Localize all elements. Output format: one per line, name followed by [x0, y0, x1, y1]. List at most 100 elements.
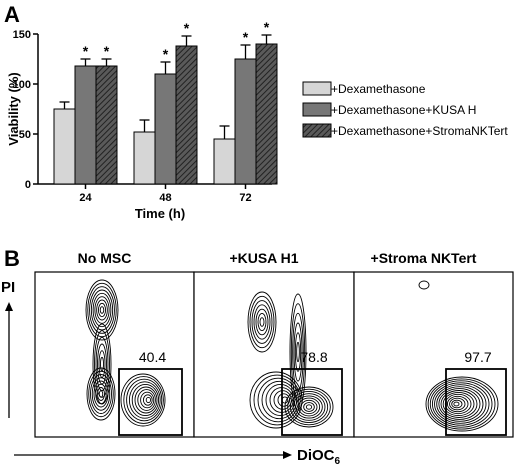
- contour-line: [253, 304, 271, 340]
- legend-label: +Dexamethasone+StromaNKTert: [331, 124, 508, 138]
- contour-line: [442, 391, 475, 417]
- contour-line: [89, 286, 115, 334]
- contour-line: [305, 404, 313, 410]
- contour-line: [297, 397, 321, 417]
- gate-box: [445, 368, 507, 436]
- x-tick-label: 24: [79, 192, 92, 204]
- plot-frame: [34, 271, 195, 438]
- contour-density: [247, 291, 334, 429]
- contour-line: [436, 386, 484, 422]
- significance-marker: *: [104, 43, 110, 59]
- contour-line: [253, 374, 301, 426]
- contour-line: [284, 386, 334, 428]
- gate-box: [118, 368, 183, 436]
- contour-line: [440, 390, 478, 418]
- contour-line: [96, 299, 108, 321]
- y-tick-label: 0: [25, 179, 31, 191]
- plot-title: +KUSA H1: [229, 250, 298, 266]
- plot-title: No MSC: [78, 250, 132, 266]
- contour-line: [303, 402, 315, 412]
- contour-line: [92, 292, 112, 328]
- contour-line: [123, 376, 164, 424]
- contour-line: [142, 394, 153, 406]
- gate-box: [281, 368, 343, 436]
- contour-line: [294, 332, 302, 372]
- significance-marker: *: [163, 46, 169, 62]
- contour-line: [418, 280, 430, 290]
- contour-line: [292, 393, 326, 421]
- contour-line: [292, 312, 304, 392]
- contour-line: [98, 350, 106, 378]
- contour-line: [251, 300, 273, 344]
- contour-line: [259, 317, 265, 327]
- contour-line: [128, 381, 161, 419]
- x-axis-label: Time (h): [135, 206, 185, 221]
- legend: +Dexamethasone +Dexamethasone+KUSA H +Dexa…: [302, 81, 508, 138]
- contour-line: [91, 377, 111, 411]
- y-tick-label: 100: [13, 79, 31, 91]
- legend-label: +Dexamethasone+KUSA H: [331, 103, 476, 117]
- dioc-arrow: [14, 451, 292, 459]
- y-tick-label: 150: [13, 29, 31, 41]
- contour-line: [120, 373, 166, 427]
- contour-line: [446, 395, 469, 413]
- plot-frame: [193, 271, 355, 438]
- contour-line: [98, 390, 104, 398]
- bar: [213, 138, 236, 185]
- bar: [154, 73, 177, 185]
- contour-line: [295, 395, 323, 419]
- contour-line: [451, 399, 463, 409]
- legend-swatch: [302, 81, 332, 96]
- contour-line: [90, 289, 114, 331]
- gate-value: 40.4: [139, 349, 166, 365]
- contour-line: [296, 341, 300, 363]
- x-tick-label: 48: [159, 192, 171, 204]
- contour-line: [449, 397, 466, 411]
- gate-value: 78.8: [300, 349, 327, 365]
- contour-line: [431, 382, 490, 426]
- contour-plot: +Stroma NKTert 97.7: [353, 250, 514, 438]
- contour-line: [434, 384, 487, 424]
- contour-line: [93, 380, 109, 408]
- pi-axis-label: PI: [1, 279, 15, 296]
- legend-label: +Dexamethasone: [331, 82, 426, 96]
- contour-line: [257, 312, 267, 332]
- contour-line: [134, 386, 158, 414]
- contour-plot: +KUSA H1 78.8: [193, 250, 355, 438]
- contour-line: [255, 308, 269, 336]
- pi-arrow: [5, 302, 13, 418]
- contour-line: [249, 295, 275, 349]
- contour-line: [140, 391, 155, 409]
- significance-marker: *: [264, 19, 270, 35]
- contour-line: [131, 383, 160, 417]
- contour-line: [261, 380, 298, 420]
- contour-line: [438, 388, 481, 420]
- contour-density: [418, 280, 499, 432]
- bar: [255, 43, 278, 185]
- y-tick-label: 50: [19, 129, 31, 141]
- y-axis-label: Viability (%): [6, 72, 21, 145]
- contour-line: [85, 279, 119, 341]
- contour-line: [126, 378, 163, 422]
- contour-line: [88, 370, 114, 418]
- contour-density: [85, 279, 166, 427]
- bar: [74, 65, 97, 185]
- contour-line: [427, 378, 496, 430]
- contour-line: [137, 389, 156, 411]
- x-tick-label: 72: [239, 192, 251, 204]
- significance-marker: *: [83, 43, 89, 59]
- panel-b-letter: B: [4, 246, 20, 271]
- contour-line: [86, 367, 116, 421]
- contour-line: [293, 322, 303, 382]
- contour-line: [90, 374, 112, 414]
- significance-marker: *: [184, 20, 190, 36]
- contour-plot: No MSC 40.4: [34, 250, 195, 438]
- bar: [95, 65, 118, 185]
- contour-line: [97, 387, 105, 401]
- bar-chart: 0 50 100 150 * * 24 * * 48 * * 72: [13, 19, 278, 204]
- contour-line: [300, 399, 318, 415]
- legend-swatch: [302, 102, 332, 117]
- flow-cytometry-panels: No MSC 40.4 +KUSA H1 78.8 +Stroma NKTert 97.7: [34, 250, 514, 438]
- contour-line: [99, 306, 105, 314]
